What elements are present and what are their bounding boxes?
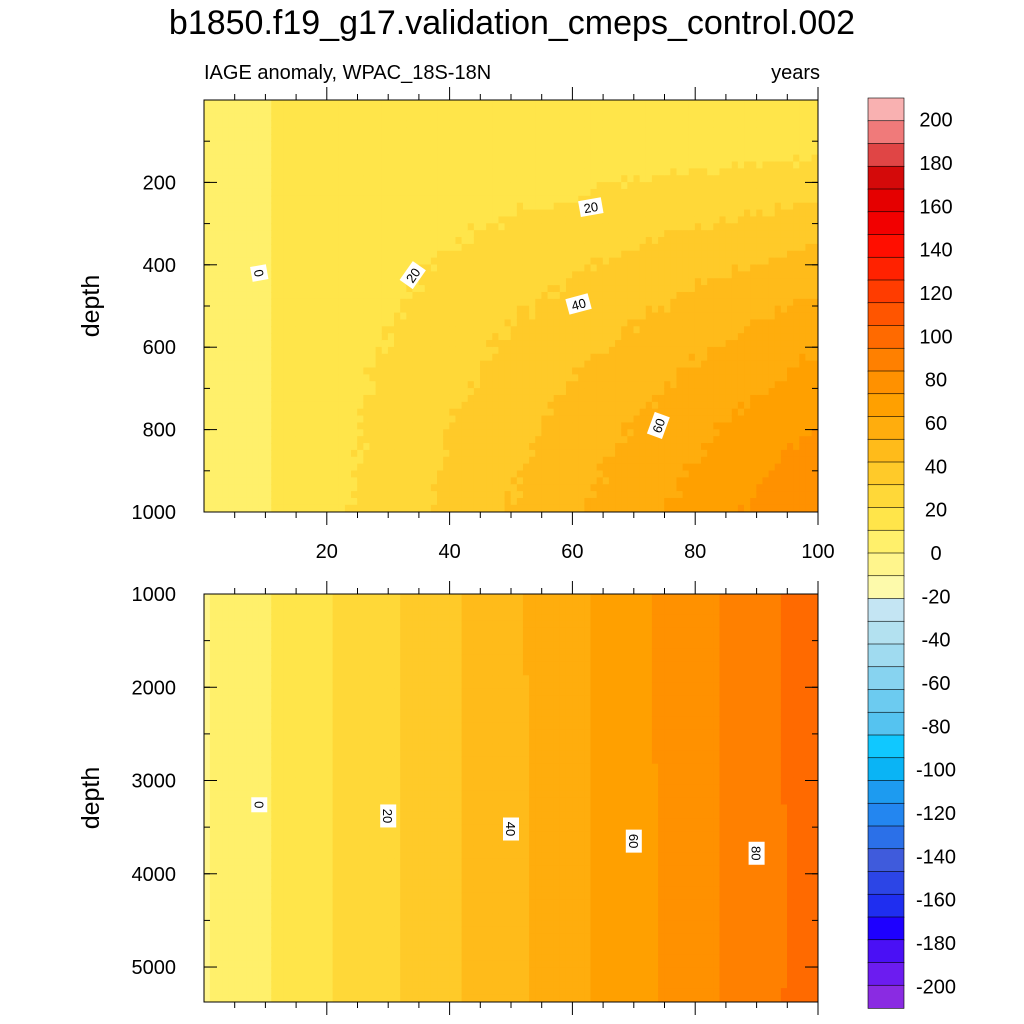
y-tick-label: 800 xyxy=(143,420,176,442)
contour-label: 20 xyxy=(399,261,426,290)
subtitle-units: years xyxy=(771,62,820,84)
chart-title: b1850.f19_g17.validation_cmeps_control.0… xyxy=(168,4,856,42)
x-tick-label: 100 xyxy=(801,541,834,563)
colorbar-segment xyxy=(867,598,905,622)
colorbar-tick-label: -120 xyxy=(916,803,956,825)
colorbar-segment xyxy=(867,848,905,873)
subtitle-variable: IAGE anomaly, WPAC_18S-18N xyxy=(204,62,492,84)
colorbar-segment xyxy=(867,529,905,554)
colorbar-segment xyxy=(867,393,905,418)
colorbar-tick-label: 80 xyxy=(925,370,947,392)
colorbar-tick-label: 100 xyxy=(919,326,952,348)
colorbar-segment xyxy=(867,780,905,804)
colorbar-segment xyxy=(867,643,905,668)
y-tick-label: 4000 xyxy=(132,864,177,886)
colorbar-tick-label: -80 xyxy=(922,716,951,738)
colorbar-segment xyxy=(867,666,905,691)
contour-label: 60 xyxy=(625,829,642,853)
contour-label: 40 xyxy=(565,293,592,315)
x-tick-label: 60 xyxy=(561,541,583,563)
plot-panel-upper: 200 400 600 800 1000 20 40 60 80 100 depth 0 20 20 40 6… xyxy=(77,87,835,563)
colorbar-tick-label: 20 xyxy=(925,500,947,522)
colorbar-tick-label: 200 xyxy=(919,110,952,132)
y-tick-label: 400 xyxy=(143,255,176,277)
colorbar-segment xyxy=(867,325,905,349)
colorbar-segment xyxy=(867,757,905,782)
colorbar-segment xyxy=(867,211,905,236)
colorbar-segment xyxy=(867,552,905,577)
colorbar-segment xyxy=(867,916,905,941)
colorbar-tick-label: -160 xyxy=(916,890,956,912)
colorbar-segment xyxy=(867,120,905,145)
y-tick-label: 600 xyxy=(143,337,176,359)
colorbar-segment xyxy=(867,256,905,281)
colorbar-tick-label: 140 xyxy=(919,240,952,262)
colorbar-segment xyxy=(867,370,905,395)
y-tick-label: 3000 xyxy=(132,771,177,793)
contour-label: 80 xyxy=(748,841,765,865)
colorbar-segment xyxy=(867,143,905,167)
colorbar-tick-label: -200 xyxy=(916,976,956,998)
colorbar-segment xyxy=(867,302,905,327)
colorbar-segment xyxy=(867,962,905,986)
colorbar-segment xyxy=(867,734,905,759)
colorbar-segment xyxy=(867,893,905,918)
y-tick-label: 1000 xyxy=(132,584,177,606)
colorbar-segment xyxy=(867,711,905,736)
colorbar-segment xyxy=(867,507,905,531)
contour-label: 20 xyxy=(578,197,604,217)
y-tick-label: 200 xyxy=(143,172,176,194)
colorbar: 200180160140120100806040200-20-40-60-80-… xyxy=(867,97,956,1009)
plot-panel-lower: 1000 2000 3000 4000 5000 depth 0 20 40 60 80 xyxy=(77,581,819,1015)
contour-label: 20 xyxy=(380,804,397,828)
y-axis-label: depth xyxy=(77,275,105,338)
colorbar-tick-label: -140 xyxy=(916,846,956,868)
contour-label: 0 xyxy=(250,264,269,282)
colorbar-segment xyxy=(867,871,905,895)
colorbar-tick-label: 60 xyxy=(925,413,947,435)
colorbar-tick-label: -60 xyxy=(922,673,951,695)
colorbar-segment xyxy=(867,484,905,509)
colorbar-tick-label: 0 xyxy=(930,543,941,565)
colorbar-segment xyxy=(867,984,905,1009)
colorbar-segment xyxy=(867,188,905,213)
colorbar-segment xyxy=(867,689,905,713)
contour-label: 40 xyxy=(503,817,519,841)
colorbar-segment xyxy=(867,234,905,258)
colorbar-segment xyxy=(867,939,905,964)
colorbar-segment xyxy=(867,416,905,440)
colorbar-tick-label: 160 xyxy=(919,196,952,218)
colorbar-tick-label: -180 xyxy=(916,933,956,955)
colorbar-segment xyxy=(867,575,905,600)
y-axis-label: depth xyxy=(77,767,105,830)
colorbar-tick-label: 120 xyxy=(919,283,952,305)
colorbar-tick-label: 40 xyxy=(925,456,947,478)
contour-label: 0 xyxy=(251,797,268,813)
colorbar-segment xyxy=(867,620,905,645)
colorbar-tick-label: -40 xyxy=(922,630,951,652)
colorbar-segment xyxy=(867,97,905,122)
x-tick-label: 80 xyxy=(684,541,706,563)
colorbar-tick-label: -100 xyxy=(916,760,956,782)
colorbar-tick-label: -20 xyxy=(922,586,951,608)
colorbar-segment xyxy=(867,825,905,850)
x-tick-label: 20 xyxy=(316,541,338,563)
contour-label: 60 xyxy=(646,411,670,440)
colorbar-tick-label: 180 xyxy=(919,153,952,175)
filled-contours-upper xyxy=(204,100,818,512)
y-tick-label: 5000 xyxy=(132,957,177,979)
filled-contours-lower xyxy=(204,594,818,1002)
colorbar-segment xyxy=(867,461,905,486)
colorbar-segment xyxy=(867,438,905,463)
colorbar-segment xyxy=(867,165,905,190)
x-tick-label: 40 xyxy=(438,541,460,563)
y-tick-label: 2000 xyxy=(132,677,177,699)
colorbar-segment xyxy=(867,279,905,304)
colorbar-segment xyxy=(867,802,905,827)
colorbar-segment xyxy=(867,347,905,372)
y-tick-label: 1000 xyxy=(132,502,177,524)
